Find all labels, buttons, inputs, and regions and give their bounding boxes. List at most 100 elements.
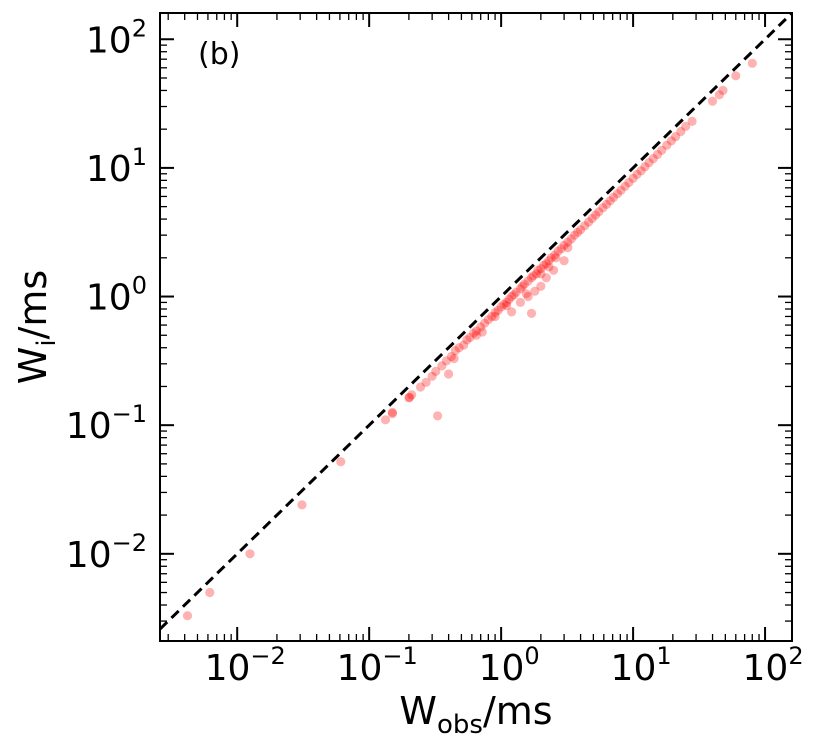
data-point [526, 308, 537, 318]
data-point [530, 286, 540, 296]
data-point [551, 253, 561, 263]
y-axis-label-main: W [11, 347, 55, 385]
data-point [415, 382, 426, 392]
data-point [450, 346, 460, 356]
data-point [437, 361, 447, 371]
data-point [454, 343, 464, 353]
data-point [531, 269, 542, 279]
data-point [644, 158, 654, 168]
data-point [616, 185, 626, 195]
data-point [483, 315, 493, 325]
data-point [747, 58, 757, 68]
x-tick-label: 10−2 [205, 642, 286, 689]
data-point [493, 305, 503, 315]
data-point [536, 281, 546, 291]
y-tick-label: 101 [86, 143, 147, 190]
data-point [297, 500, 307, 510]
x-tick-label: 102 [743, 642, 804, 689]
data-point [469, 328, 479, 338]
data-point [536, 269, 546, 279]
data-point [539, 260, 549, 270]
data-point [550, 250, 560, 260]
x-axis-label-main: W [399, 689, 437, 733]
data-point [427, 371, 437, 381]
data-point [480, 318, 490, 328]
data-point [421, 377, 431, 387]
data-point [636, 166, 646, 176]
data-point [541, 273, 551, 283]
data-point [580, 221, 590, 231]
data-point [431, 366, 441, 376]
data-point [648, 154, 658, 164]
data-point [662, 140, 672, 150]
data-point [587, 213, 597, 223]
y-tick-label: 10−1 [66, 400, 147, 447]
data-point [433, 411, 443, 421]
data-point [605, 196, 615, 206]
data-point [496, 302, 506, 312]
data-point [441, 356, 451, 366]
ticks-layer [160, 13, 792, 641]
data-point [576, 225, 586, 235]
data-point [569, 230, 580, 240]
data-point [731, 71, 741, 81]
data-point [563, 243, 573, 253]
data-point [507, 291, 517, 302]
data-point [526, 273, 537, 283]
data-point [521, 289, 531, 299]
data-point [536, 264, 546, 274]
plot-frame [159, 12, 793, 642]
data-point [471, 330, 481, 340]
data-point [523, 291, 533, 302]
reference-line [158, 11, 794, 631]
data-point [499, 299, 509, 309]
data-point [632, 169, 642, 179]
data-point [687, 116, 697, 126]
y-tick-label: 100 [86, 272, 147, 319]
data-point [549, 265, 559, 275]
data-point [446, 351, 456, 362]
data-point [652, 149, 663, 160]
data-point [459, 340, 469, 350]
x-axis-label: Wobs/ms [399, 689, 552, 740]
data-point [487, 311, 497, 322]
data-point [502, 297, 512, 307]
data-point [471, 326, 481, 336]
data-point [676, 126, 686, 137]
data-point [559, 256, 569, 266]
x-tick-label: 100 [479, 642, 540, 689]
data-point [387, 409, 397, 419]
data-point [407, 390, 417, 400]
data-point [533, 265, 543, 275]
y-axis-label-sub: i [32, 339, 62, 346]
data-point [519, 279, 530, 289]
data-point [504, 294, 514, 304]
data-point [387, 407, 397, 417]
data-point [517, 281, 528, 291]
data-point [515, 297, 526, 307]
data-point [666, 136, 677, 146]
data-point [476, 322, 486, 332]
data-point [541, 259, 551, 269]
data-point [511, 287, 521, 297]
data-point [546, 253, 556, 263]
y-tick-label: 102 [86, 14, 147, 61]
data-point [477, 327, 487, 337]
reference-line-layer [158, 11, 794, 631]
data-point [507, 307, 517, 317]
data-point [612, 189, 623, 199]
y-axis-label: Wi/ms [11, 270, 62, 384]
data-point [404, 392, 415, 402]
data-point [523, 276, 533, 286]
data-point [490, 308, 500, 318]
data-point [620, 181, 630, 191]
data-point [624, 177, 634, 188]
data-point [205, 587, 215, 598]
data-point [707, 96, 718, 106]
data-point [245, 549, 255, 559]
data-point [556, 244, 566, 254]
data-point [336, 457, 346, 467]
x-tick-label: 10−1 [337, 642, 418, 689]
data-point [718, 85, 728, 95]
